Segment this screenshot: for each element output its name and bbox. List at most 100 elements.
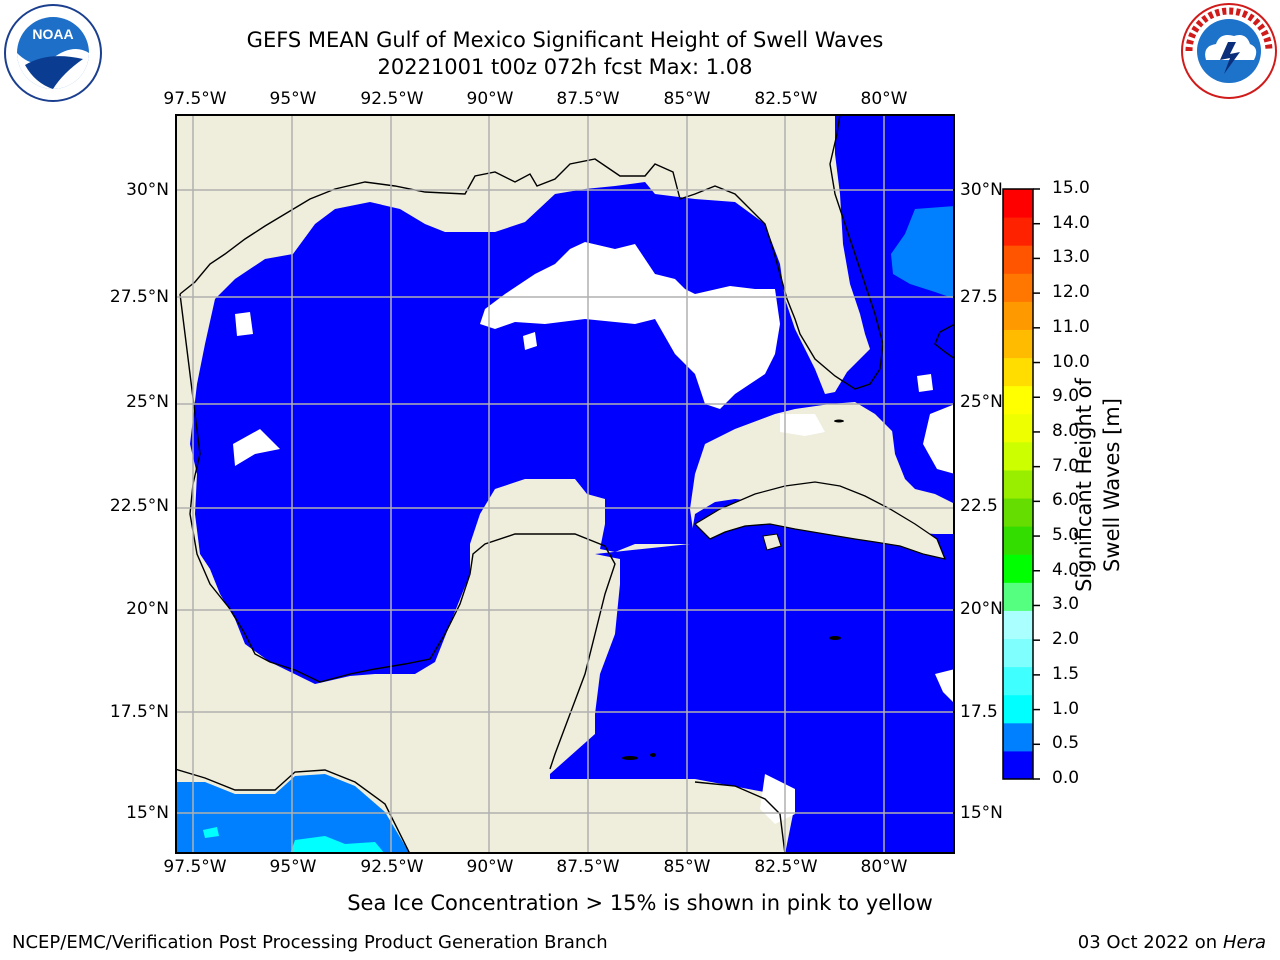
colorbar-tick-label-10: 5.0 — [1052, 525, 1080, 546]
colorbar-tick-label-17: 0.0 — [1052, 768, 1080, 788]
colorbar-cell-14 — [1003, 357, 1033, 387]
lat-label-left-1: 27.5°N — [109, 287, 169, 307]
lat-label-left-5: 17.5°N — [109, 702, 169, 722]
colorbar-cell-0 — [1003, 750, 1033, 780]
lat-label-left-4: 20°N — [126, 599, 169, 619]
footer-left: NCEP/EMC/Verification Post Processing Pr… — [12, 932, 608, 953]
colorbar-tick-label-4: 11.0 — [1052, 316, 1090, 337]
colorbar-label: Significant Height of Swell Waves [m] — [1072, 378, 1124, 592]
colorbar-cell-17 — [1003, 273, 1033, 302]
lon-label-top-3: 90°W — [466, 89, 514, 109]
lat-label-right-1: 27.5 — [960, 287, 998, 307]
map-frame — [175, 114, 955, 854]
lat-label-left-6: 15°N — [126, 803, 169, 823]
lon-label-bottom-0: 97.5°W — [163, 857, 227, 877]
lon-label-bottom-7: 80°W — [860, 857, 908, 877]
sea-ice-caption: Sea Ice Concentration > 15% is shown in … — [347, 891, 933, 915]
colorbar-label-box: Significant Height of Swell Waves [m] — [1070, 285, 1130, 685]
colorbar-tick-label-9: 6.0 — [1052, 490, 1080, 511]
colorbar-cell-2 — [1003, 694, 1033, 724]
colorbar-tick-label-16: 0.5 — [1052, 733, 1080, 754]
coastlines — [175, 114, 955, 854]
chart-title: GEFS MEAN Gulf of Mexico Significant Hei… — [246, 28, 884, 52]
lat-label-right-0: 30°N — [960, 180, 1003, 200]
colorbar-tick-label-3: 12.0 — [1052, 282, 1090, 303]
colorbar-cell-1 — [1003, 722, 1033, 752]
lon-label-bottom-3: 90°W — [466, 857, 514, 877]
colorbar-cell-5 — [1003, 610, 1033, 640]
colorbar-cell-18 — [1003, 245, 1033, 274]
lat-label-left-2: 25°N — [126, 392, 169, 412]
colorbar-tick-label-12: 3.0 — [1052, 594, 1080, 615]
colorbar-cell-11 — [1003, 441, 1033, 471]
isle-of-youth — [762, 533, 782, 551]
colorbar-cell-7 — [1003, 554, 1033, 583]
lon-label-bottom-1: 95°W — [269, 857, 317, 877]
lat-label-right-3: 22.5 — [960, 496, 998, 516]
colorbar-cell-13 — [1003, 385, 1033, 415]
colorbar-cell-16 — [1003, 301, 1033, 330]
footer-host: Hera — [1222, 932, 1266, 953]
lat-label-right-6: 15°N — [960, 803, 1003, 823]
colorbar-tick-label-7: 8.0 — [1052, 420, 1080, 441]
nodata-west-patch-2 — [235, 312, 253, 336]
colorbar-tick-label-14: 1.5 — [1052, 663, 1080, 684]
colorbar-tick-label-13: 2.0 — [1052, 629, 1080, 650]
lon-label-top-1: 95°W — [269, 89, 317, 109]
lon-label-bottom-5: 85°W — [663, 857, 711, 877]
lat-label-left-3: 22.5°N — [109, 496, 169, 516]
nodata-bahamas — [917, 374, 933, 392]
nodata-west-patch — [233, 429, 280, 466]
footer-right: 03 Oct 2022 on Hera — [1078, 932, 1266, 953]
nodata-gulf-center — [480, 242, 780, 409]
nodata-caribbean — [760, 774, 795, 824]
colorbar-tick-label-15: 1.0 — [1052, 698, 1080, 719]
colorbar-tick-label-1: 14.0 — [1052, 212, 1090, 233]
nodata-bahamas-2 — [923, 404, 955, 474]
colorbar — [1002, 188, 1040, 780]
cuba-island — [693, 481, 947, 560]
pacific-swell-1 — [290, 836, 385, 854]
lon-label-top-2: 92.5°W — [360, 89, 424, 109]
lon-label-top-6: 82.5°W — [754, 89, 818, 109]
lat-label-right-4: 20°N — [960, 599, 1003, 619]
colorbar-cell-12 — [1003, 413, 1033, 443]
lon-label-top-0: 97.5°W — [163, 89, 227, 109]
colorbar-cell-19 — [1003, 217, 1033, 246]
nodata-caribbean-2 — [935, 669, 955, 704]
colorbar-tick-label-8: 7.0 — [1052, 455, 1080, 476]
nodata-small — [523, 332, 537, 350]
lat-label-left-0: 30°N — [126, 180, 169, 200]
nws-logo — [1181, 3, 1277, 99]
small-islands — [622, 419, 844, 760]
colorbar-cell-3 — [1003, 666, 1033, 696]
nodata-florida-coast — [780, 414, 825, 436]
caribbean-water — [550, 499, 955, 854]
colorbar-cell-4 — [1003, 638, 1033, 668]
atlantic-swell-05 — [891, 206, 955, 299]
noaa-logo: NOAA — [4, 4, 102, 102]
lon-label-bottom-2: 92.5°W — [360, 857, 424, 877]
colorbar-tick-label-11: 4.0 — [1052, 559, 1080, 580]
lat-label-right-5: 17.5 — [960, 702, 998, 722]
noaa-logo-text: NOAA — [32, 26, 73, 42]
pacific-swell-1b — [203, 827, 219, 838]
footer-date: 03 Oct 2022 on — [1077, 932, 1218, 953]
lon-label-bottom-4: 87.5°W — [556, 857, 620, 877]
gridlines — [175, 114, 955, 854]
colorbar-tick-label-5: 10.0 — [1052, 351, 1090, 372]
colorbar-tick-label-6: 9.0 — [1052, 386, 1080, 407]
lon-label-top-5: 85°W — [663, 89, 711, 109]
lon-label-bottom-6: 82.5°W — [754, 857, 818, 877]
colorbar-cell-8 — [1003, 526, 1033, 555]
colorbar-tick-label-0: 15.0 — [1052, 178, 1090, 198]
colorbar-cell-6 — [1003, 582, 1033, 611]
colorbar-tick-label-2: 13.0 — [1052, 247, 1090, 268]
colorbar-cell-10 — [1003, 469, 1033, 499]
lon-label-top-7: 80°W — [860, 89, 908, 109]
colorbar-cell-20 — [1003, 189, 1033, 218]
lon-label-top-4: 87.5°W — [556, 89, 620, 109]
colorbar-cell-15 — [1003, 329, 1033, 359]
lat-label-right-2: 25°N — [960, 392, 1003, 412]
chart-subtitle: 20221001 t00z 072h fcst Max: 1.08 — [377, 55, 753, 79]
